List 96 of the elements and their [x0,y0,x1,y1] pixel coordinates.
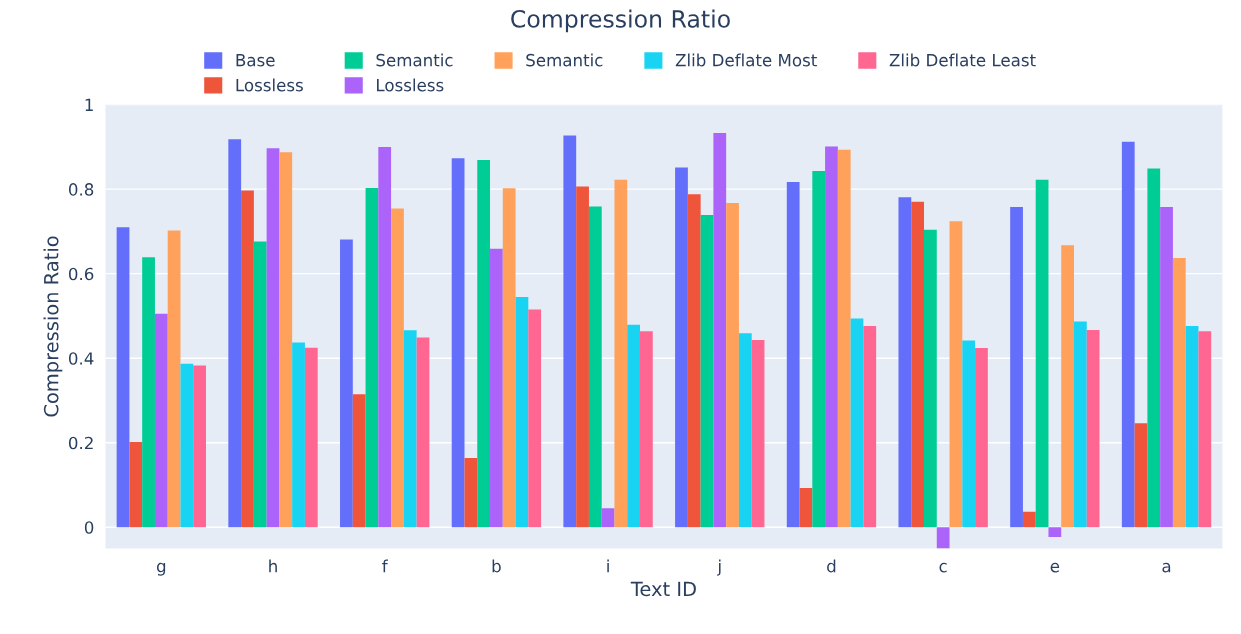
bar [193,365,207,528]
legend-label: Zlib Deflate Least [889,53,1036,67]
bar [850,318,864,528]
bar [451,158,465,528]
bar [738,333,752,528]
bar [528,309,542,528]
x-tick-label: f [382,559,388,573]
bar [700,214,714,528]
bar [142,257,155,528]
bar [924,229,937,528]
bar [786,181,800,528]
bar [614,179,628,528]
bar [825,146,838,528]
bar [116,227,130,528]
x-tick-label: b [492,559,501,573]
bar [949,221,963,528]
y-axis-title: Compression Ratio [43,236,63,417]
bar [167,230,181,528]
bar [1061,245,1074,528]
legend-label: Base [236,54,275,67]
chart-title: Compression Ratio [511,9,730,33]
x-tick-label: a [1162,562,1171,573]
bar [241,190,254,528]
y-tick-label: 0.2 [68,436,93,450]
bar [1048,527,1062,537]
x-tick-label: i [607,559,609,573]
bar [812,170,826,528]
bar [365,187,379,528]
x-axis-title: Text ID [630,581,696,597]
bar [292,342,305,528]
y-tick-label: 0.8 [68,183,94,196]
bar [751,340,765,528]
bar [1010,206,1023,528]
legend-label: Semantic [376,53,453,67]
bar [1134,423,1148,528]
x-tick-label: d [827,559,836,573]
bar [416,337,430,528]
y-tick-label: 1 [85,98,93,111]
bar [352,394,366,528]
bar [403,330,417,528]
bar [799,487,813,528]
bar [266,148,280,528]
bar [911,201,925,528]
bar [936,527,950,549]
bar [464,457,478,528]
bar [640,331,653,528]
bar [477,159,491,528]
bar [576,186,589,528]
y-tick-label: 0.6 [68,267,94,281]
bar [1172,258,1186,528]
bar [129,441,143,528]
bar [304,347,318,528]
bar [837,149,851,528]
bar [378,146,392,528]
bar [391,208,404,528]
x-tick-label: h [269,559,277,573]
bar [588,206,602,528]
bar [863,326,877,528]
bar [713,132,727,528]
bar [253,241,267,528]
legend-label: Lossless [377,78,444,92]
y-tick-label: 0.4 [68,352,94,365]
bar [1147,168,1161,528]
bar [675,167,688,528]
bar [687,194,701,528]
bar [962,340,976,528]
x-tick-label: g [156,562,166,576]
legend-label: Zlib Deflate Most [675,53,817,67]
bar [1160,206,1173,528]
bar [627,324,640,528]
y-tick-label: 0 [84,521,94,534]
x-tick-label: c [939,562,947,573]
legend-label: Semantic [526,53,603,67]
bar [502,188,516,528]
bar [228,139,242,528]
bar [1022,511,1036,528]
bar [154,313,168,528]
bar [1074,321,1087,528]
x-tick-label: e [1050,562,1060,573]
legend-label: Lossless [236,78,303,92]
bar [515,296,529,528]
bar [601,508,615,528]
bar [975,348,988,528]
bar [1121,141,1135,528]
bar [898,197,912,528]
bar [180,363,194,528]
bar [490,248,503,528]
bar [279,152,293,528]
bar [1185,326,1199,528]
bar [563,135,577,528]
bar [726,203,739,528]
bar [1198,331,1212,528]
bar [1035,179,1049,528]
x-tick-label: j [717,559,721,576]
bar [340,239,353,528]
bar [1086,329,1100,528]
